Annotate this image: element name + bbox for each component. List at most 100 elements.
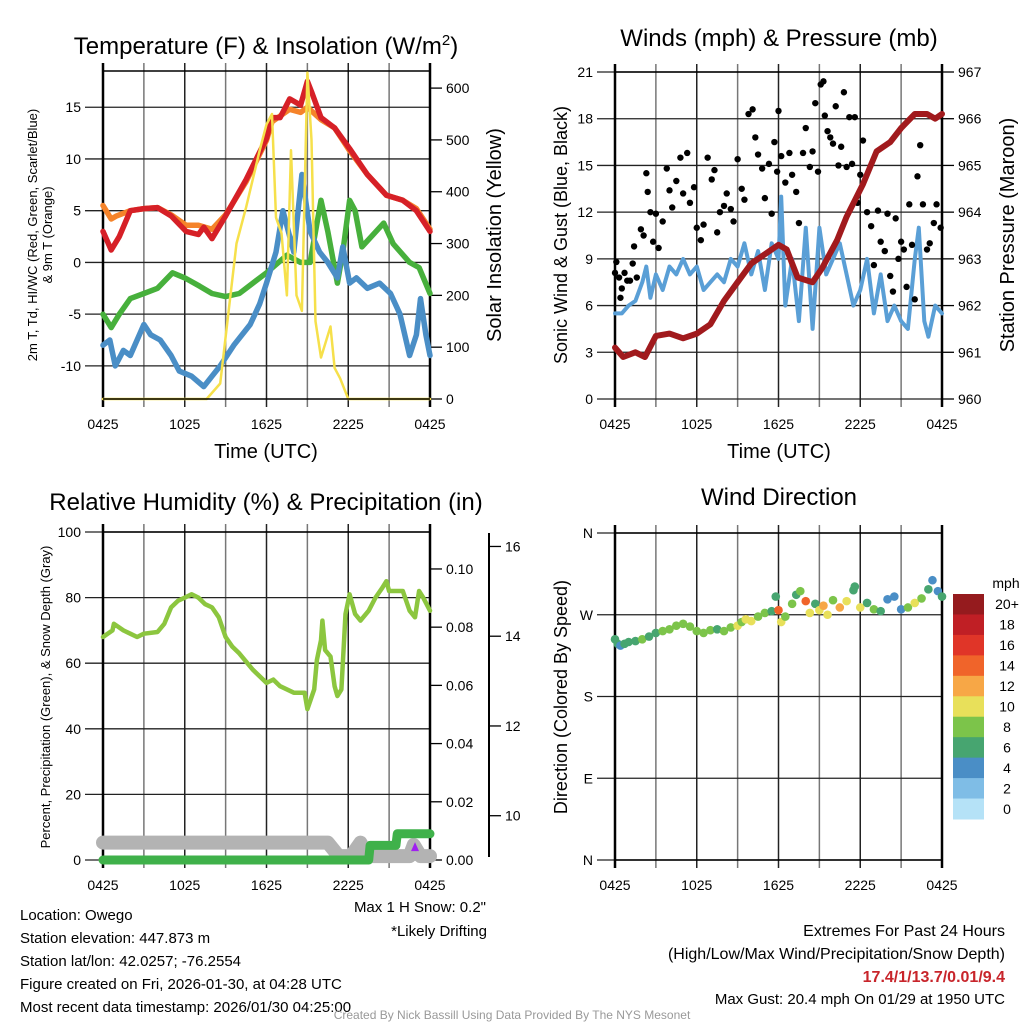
- colorbar-label: 20+: [995, 596, 1019, 612]
- wind-direction-point: [658, 626, 667, 636]
- insolation-axis-tick-label: 300: [446, 236, 470, 252]
- gust-point: [684, 149, 691, 157]
- gust-point: [700, 221, 707, 228]
- y-tick-label: 0: [585, 391, 593, 407]
- temperature-y-axis-title-line2: & 9m T (Orange): [40, 186, 55, 283]
- insolation-axis-tick-label: 0: [446, 391, 454, 407]
- wind-direction-point: [712, 624, 722, 634]
- gust-point: [778, 152, 785, 160]
- gust-point: [659, 218, 666, 225]
- gust-point: [824, 127, 831, 135]
- gust-point: [652, 210, 660, 217]
- x-tick-label: 1025: [681, 877, 712, 893]
- gust-point: [829, 140, 837, 147]
- wind-direction-point: [719, 626, 729, 636]
- gust-point: [626, 277, 634, 284]
- gust-point: [851, 113, 858, 121]
- gust-point: [677, 154, 684, 161]
- gust-point: [795, 219, 803, 227]
- gust-point: [919, 201, 927, 208]
- gust-point: [615, 274, 623, 281]
- wind-direction-point: [855, 603, 865, 612]
- pressure-right-axis-title: Station Pressure (Maroon): [997, 118, 1019, 353]
- gust-point: [704, 154, 711, 161]
- x-tick-label: 0425: [926, 877, 957, 893]
- y-tick-label: 21: [577, 64, 593, 80]
- gust-point: [649, 238, 657, 245]
- gust-point: [821, 112, 829, 119]
- latlon-text: Station lat/lon: 42.0257; -76.2554: [20, 953, 241, 970]
- gust-point: [727, 205, 735, 213]
- gust-point: [723, 190, 730, 197]
- wind-direction-point: [699, 628, 708, 638]
- colorbar-label: 10: [999, 699, 1015, 715]
- gust-point: [835, 162, 842, 169]
- gust-point: [840, 89, 848, 96]
- wind-direction-point: [787, 599, 797, 609]
- gust-point: [887, 272, 894, 280]
- snow-axis-tick-label: 14: [505, 628, 521, 644]
- insolation-axis-tick-label: 600: [446, 80, 470, 96]
- pressure-axis-tick-label: 967: [958, 64, 982, 80]
- gust-point: [827, 134, 834, 141]
- colorbar-label: 8: [1003, 719, 1011, 735]
- y-tick-label: 0: [73, 852, 81, 868]
- wind-direction-point: [937, 592, 947, 601]
- gust-point: [930, 219, 938, 227]
- gust-point: [900, 246, 908, 253]
- wind-direction-point: [896, 605, 906, 614]
- gust-point: [809, 148, 816, 155]
- gust-point: [629, 260, 636, 267]
- gust-point: [716, 208, 724, 216]
- gust-point: [806, 163, 814, 171]
- x-tick-label: 1625: [251, 416, 282, 432]
- gust-point: [630, 243, 638, 250]
- gust-point: [640, 232, 647, 239]
- gust-point: [734, 156, 741, 163]
- y-tick-label: 60: [65, 655, 81, 671]
- extremes-title: Extremes For Past 24 Hours: [803, 923, 1005, 940]
- y-tick-label: 10: [65, 151, 81, 167]
- insolation-axis-tick-label: 500: [446, 132, 470, 148]
- gust-point: [773, 168, 781, 175]
- wind-direction-point: [631, 636, 640, 646]
- colorbar-swatch: [953, 716, 984, 738]
- gust-point: [679, 190, 687, 197]
- x-tick-label: 0425: [87, 877, 118, 893]
- wind-direction-point: [842, 596, 851, 606]
- y-tick-label: E: [584, 770, 593, 786]
- precip-axis-tick-label: 0.10: [446, 561, 473, 577]
- y-tick-label: N: [583, 852, 593, 868]
- y-tick-label: -10: [61, 358, 81, 374]
- gust-point: [897, 238, 905, 245]
- x-tick-label: 1625: [251, 877, 282, 893]
- wind-direction-point: [903, 603, 913, 612]
- gust-point: [799, 149, 807, 157]
- winds-x-axis-title: Time (UTC): [727, 441, 831, 463]
- colorbar-swatch: [953, 798, 984, 820]
- gust-point: [908, 241, 916, 249]
- wind-direction-point: [805, 608, 815, 618]
- wind-direction-point: [823, 610, 832, 620]
- gust-point: [814, 168, 822, 175]
- wind-direction-point: [928, 575, 937, 585]
- pressure-axis-tick-label: 966: [958, 111, 982, 127]
- gust-point: [857, 171, 864, 178]
- y-tick-label: 18: [577, 111, 593, 127]
- x-tick-label: 0425: [414, 877, 445, 893]
- x-tick-label: 2225: [845, 416, 876, 432]
- wind-direction-point: [774, 605, 783, 615]
- wind-direction-point: [651, 628, 661, 638]
- wind-direction-y-axis-title: Direction (Colored By Speed): [551, 580, 571, 814]
- gust-point: [686, 199, 694, 206]
- gust-point: [708, 176, 715, 183]
- colorbar-swatch: [953, 737, 984, 759]
- gust-point: [711, 166, 718, 174]
- wind-direction-point: [910, 598, 920, 608]
- x-tick-label: 0425: [599, 877, 630, 893]
- colorbar-label: 18: [999, 617, 1015, 633]
- colorbar-swatch: [953, 675, 984, 697]
- temperature-y-axis-title-line1: 2m T, Td, HI/WC (Red, Green, Scarlet/Blu…: [25, 109, 40, 361]
- pressure-axis-tick-label: 965: [958, 157, 982, 173]
- gust-point: [643, 170, 650, 177]
